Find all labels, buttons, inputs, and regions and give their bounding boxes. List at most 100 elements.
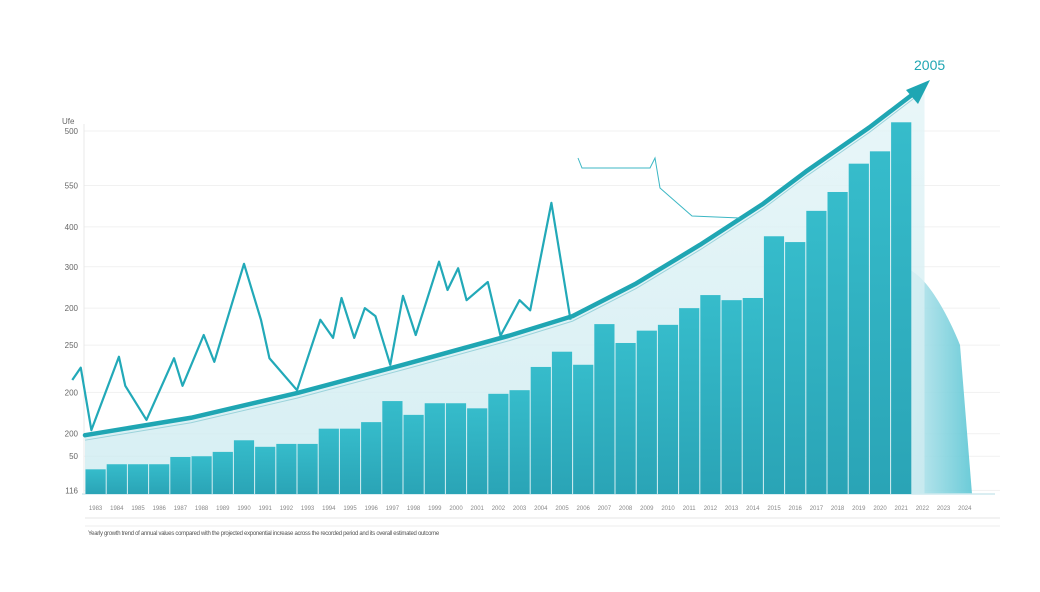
chart-caption: Yearly growth trend of annual values com… [88, 531, 439, 537]
bar [255, 446, 276, 494]
trend-shadow-line [84, 89, 925, 441]
y-tick-label: 50 [69, 452, 78, 461]
bar [594, 324, 615, 494]
x-tick-label: 1994 [322, 506, 336, 512]
x-tick-label: 2008 [619, 506, 633, 512]
x-tick-label: 1993 [301, 506, 315, 512]
x-tick-label: 1985 [131, 506, 145, 512]
y-tick-label: 116 [65, 486, 78, 495]
bars [85, 122, 912, 495]
x-tick-label: 2022 [916, 506, 930, 512]
bar [445, 403, 467, 494]
bar [573, 364, 594, 494]
bar [891, 122, 912, 495]
x-tick-label: 2018 [831, 506, 845, 512]
bar [127, 464, 149, 494]
y-tick-label: 400 [65, 223, 79, 232]
bar [233, 440, 255, 494]
y-tick-label: 300 [65, 263, 79, 272]
lines [71, 83, 927, 441]
y-tick-label: 200 [65, 304, 79, 313]
bar [785, 242, 806, 494]
x-tick-label: 1991 [259, 506, 273, 512]
bar [85, 469, 106, 494]
x-tick-label: 2023 [937, 506, 951, 512]
trend-line [82, 83, 927, 438]
bar [509, 390, 530, 494]
y-axis-labels: 500 550 400 300 200 250 200 200 50 116 [65, 127, 79, 495]
bar [721, 300, 742, 494]
bar [170, 456, 191, 494]
y-axis-unit-label: Ufe [62, 117, 75, 126]
x-tick-label: 2001 [471, 506, 485, 512]
x-tick-label: 1996 [365, 506, 379, 512]
trend-arrow-head [906, 80, 930, 104]
bar [297, 443, 318, 494]
bar [149, 464, 170, 494]
top-value-label: 2005 [914, 57, 945, 73]
bar [806, 210, 827, 495]
bar [827, 191, 848, 494]
y-tick-label: 250 [65, 341, 79, 350]
bar [657, 324, 679, 494]
y-tick-label: 200 [65, 388, 79, 397]
x-axis-labels: 1983 1984 1985 1986 1987 1988 1989 1990 1991 1992… [89, 506, 972, 512]
volatile-line [71, 201, 572, 432]
bar [318, 428, 339, 494]
x-tick-label: 2005 [555, 506, 569, 512]
bar [382, 401, 403, 494]
x-tick-label: 2011 [683, 506, 697, 512]
x-tick-label: 2012 [704, 506, 718, 512]
x-tick-label: 1987 [174, 506, 188, 512]
x-tick-label: 1984 [110, 506, 124, 512]
bar [615, 342, 636, 494]
x-tick-label: 2000 [449, 506, 463, 512]
bar [636, 330, 657, 494]
y-tick-label: 200 [65, 430, 79, 439]
x-tick-label: 2009 [640, 506, 654, 512]
bar [763, 236, 785, 494]
x-tick-label: 1990 [237, 506, 251, 512]
bar [848, 163, 869, 495]
x-tick-label: 2010 [661, 506, 675, 512]
x-tick-label: 2019 [852, 506, 866, 512]
bar [869, 151, 891, 494]
bar [361, 422, 382, 494]
bar [551, 351, 573, 494]
bar [191, 456, 212, 494]
bar [530, 366, 551, 494]
x-tick-label: 2004 [534, 506, 548, 512]
bar [403, 414, 424, 494]
x-tick-label: 1989 [216, 506, 230, 512]
x-tick-label: 2013 [725, 506, 739, 512]
x-tick-label: 2002 [492, 506, 506, 512]
x-tick-label: 2014 [746, 506, 760, 512]
x-tick-label: 1999 [428, 506, 442, 512]
bar [700, 295, 721, 494]
x-tick-label: 1986 [153, 506, 167, 512]
x-tick-label: 2003 [513, 506, 527, 512]
bar [276, 443, 297, 494]
x-tick-label: 1992 [280, 506, 294, 512]
bar [742, 297, 763, 494]
x-tick-label: 2024 [958, 506, 972, 512]
x-tick-label: 1988 [195, 506, 209, 512]
annotation-squiggle [577, 156, 741, 219]
bar [679, 308, 700, 494]
x-tick-label: 2006 [577, 506, 591, 512]
x-tick-label: 1995 [343, 506, 357, 512]
x-tick-label: 2016 [789, 506, 803, 512]
x-tick-label: 1983 [89, 506, 103, 512]
bar [424, 403, 445, 494]
x-tick-label: 2020 [873, 506, 887, 512]
x-tick-label: 1997 [386, 506, 400, 512]
bar [467, 408, 488, 494]
x-tick-label: 2015 [767, 506, 781, 512]
y-tick-label: 500 [65, 127, 79, 136]
x-tick-label: 2007 [598, 506, 612, 512]
y-tick-label: 550 [65, 181, 79, 190]
bar [106, 464, 127, 494]
x-tick-label: 1998 [407, 506, 421, 512]
bar [212, 451, 233, 494]
